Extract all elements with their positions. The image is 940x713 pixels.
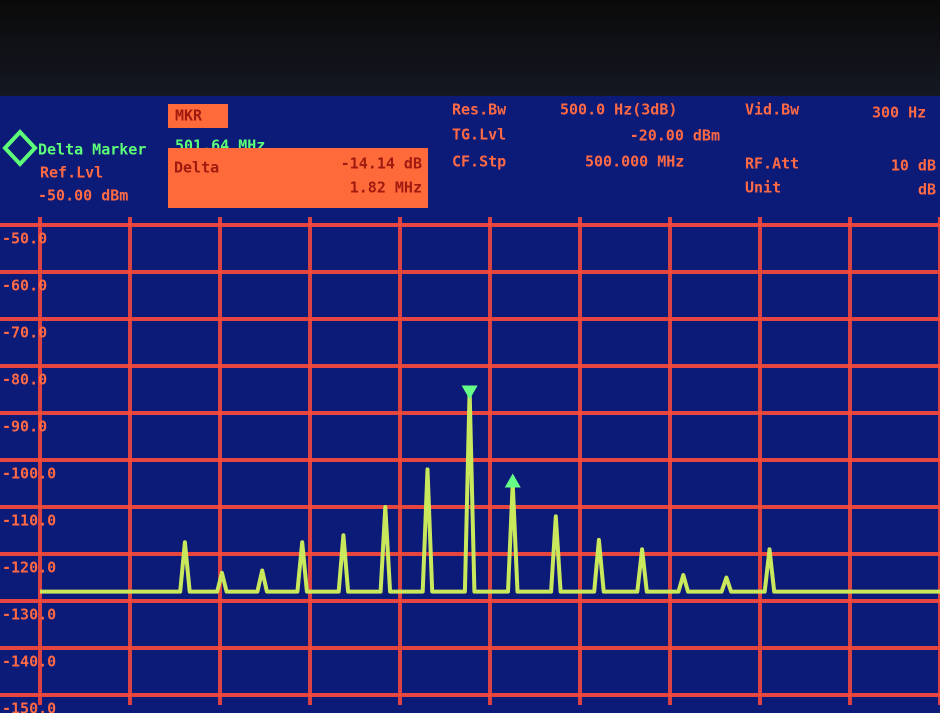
marker [461, 385, 478, 400]
ref-label: Ref.Lvl [40, 164, 103, 182]
y-tick-label: -90.0 [2, 418, 47, 436]
tg-label: TG.Lvl [452, 126, 506, 144]
bezel [0, 0, 940, 96]
res-bw-value: 500.0 Hz(3dB) [560, 101, 677, 119]
mode-box [168, 104, 228, 128]
cf-label: CF.Stp [452, 153, 506, 171]
mode-text: MKR [175, 107, 203, 125]
delta-label: Delta [174, 159, 219, 177]
marker [504, 473, 521, 488]
delta-freq: 1.82 MHz [350, 179, 422, 197]
res-bw-label: Res.Bw [452, 101, 507, 119]
y-tick-label: -50.0 [2, 230, 47, 248]
rf-value: 10 dB [891, 157, 936, 175]
y-tick-label: -80.0 [2, 371, 47, 389]
logo [2, 129, 38, 167]
y-tick-label: -110.0 [2, 512, 56, 530]
vid-bw-value: 300 Hz [872, 104, 926, 122]
y-tick-label: -100.0 [2, 465, 56, 483]
y-tick-label: -150.0 [2, 700, 56, 713]
vid-bw-label: Vid.Bw [745, 101, 800, 119]
ref-value: -50.00 dBm [38, 187, 128, 205]
y-tick-label: -130.0 [2, 606, 56, 624]
delta-level: -14.14 dB [341, 155, 422, 173]
delta-box [168, 148, 428, 208]
unit-value: dB [918, 181, 936, 199]
y-tick-label: -140.0 [2, 653, 56, 671]
rf-label: RF.Att [745, 155, 799, 173]
y-tick-label: -60.0 [2, 277, 47, 295]
tg-value: -20.00 dBm [630, 127, 720, 145]
marker-label: Delta Marker [38, 141, 146, 159]
cf-value: 500.000 MHz [585, 153, 684, 171]
unit-label: Unit [745, 179, 781, 197]
y-tick-label: -120.0 [2, 559, 56, 577]
y-tick-label: -70.0 [2, 324, 47, 342]
